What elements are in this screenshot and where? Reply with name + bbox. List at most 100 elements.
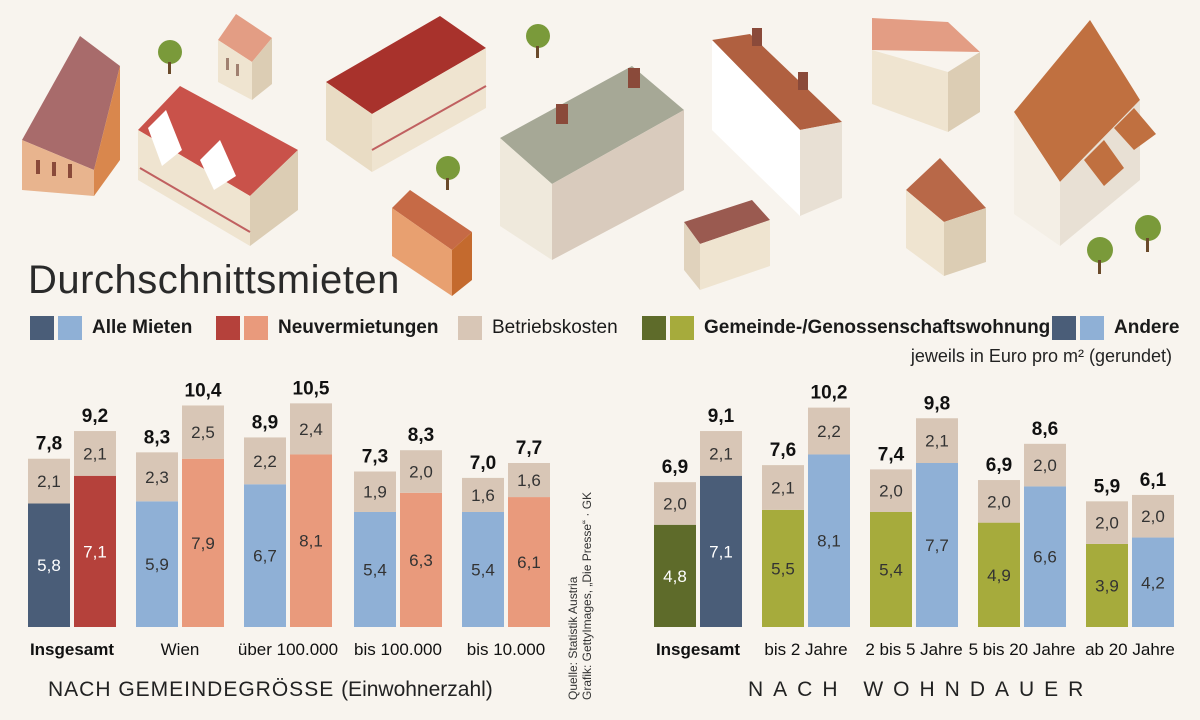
bar-betriebskosten bbox=[28, 458, 70, 504]
category-label: Wien bbox=[161, 640, 200, 659]
data-label-total: 7,6 bbox=[770, 440, 796, 461]
data-label-miete: 4,8 bbox=[663, 567, 687, 586]
bar-miete bbox=[978, 522, 1020, 627]
data-label-betriebskosten: 2,2 bbox=[817, 422, 841, 441]
data-label-betriebskosten: 1,6 bbox=[471, 486, 495, 505]
data-label-miete: 6,3 bbox=[409, 551, 433, 570]
bar-betriebskosten bbox=[654, 482, 696, 525]
data-label-betriebskosten: 2,1 bbox=[771, 478, 795, 497]
data-label-total: 7,0 bbox=[470, 453, 496, 474]
data-label-miete: 5,9 bbox=[145, 555, 169, 574]
bar-miete bbox=[28, 503, 70, 627]
tree-illustration bbox=[436, 156, 460, 190]
data-label-betriebskosten: 1,6 bbox=[517, 471, 541, 490]
charts: 5,8 2,1 7,8 7,1 2,1 9,2 Insgesamt 5,9 2,3 8,3 7,9 2… bbox=[28, 378, 1175, 659]
house-illustration bbox=[326, 16, 487, 172]
legend-entry: Andere bbox=[1052, 314, 1179, 342]
data-label-betriebskosten: 2,0 bbox=[879, 482, 903, 501]
bar-miete bbox=[870, 511, 912, 627]
data-label-miete: 5,4 bbox=[879, 560, 903, 579]
legend-label: Alle Mieten bbox=[92, 317, 193, 338]
data-label-betriebskosten: 1,9 bbox=[363, 483, 387, 502]
bar-miete bbox=[762, 509, 804, 627]
bar-betriebskosten bbox=[508, 462, 550, 498]
data-label-betriebskosten: 2,0 bbox=[987, 492, 1011, 511]
tree-illustration bbox=[158, 40, 182, 74]
legend-label: Andere bbox=[1114, 317, 1180, 338]
data-label-total: 6,9 bbox=[986, 455, 1012, 476]
bar-miete bbox=[244, 484, 286, 627]
bar-betriebskosten bbox=[244, 437, 286, 485]
bar-betriebskosten bbox=[808, 407, 850, 455]
data-label-betriebskosten: 2,0 bbox=[409, 463, 433, 482]
bar-betriebskosten bbox=[978, 480, 1020, 523]
legend-swatch bbox=[1080, 316, 1104, 340]
category-label: 2 bis 5 Jahre bbox=[865, 640, 962, 659]
legend-swatch bbox=[30, 316, 54, 340]
data-label-miete: 5,8 bbox=[37, 556, 61, 575]
bar-betriebskosten bbox=[354, 471, 396, 512]
bar-miete bbox=[700, 475, 742, 627]
data-label-betriebskosten: 2,4 bbox=[299, 420, 323, 439]
data-label-miete: 7,1 bbox=[709, 542, 733, 561]
bar-betriebskosten bbox=[870, 469, 912, 512]
bar-miete bbox=[462, 511, 504, 627]
data-label-miete: 8,1 bbox=[817, 532, 841, 551]
data-label-betriebskosten: 2,2 bbox=[253, 452, 277, 471]
legend: Alle Mieten Neuvermietungen Betriebskosten… bbox=[30, 314, 1180, 342]
data-label-total: 9,1 bbox=[708, 406, 735, 427]
bar-betriebskosten bbox=[1132, 494, 1174, 538]
data-label-total: 7,7 bbox=[516, 438, 542, 459]
bar-miete bbox=[354, 511, 396, 627]
bar-miete bbox=[290, 454, 332, 627]
data-label-miete: 5,5 bbox=[771, 559, 795, 578]
data-label-betriebskosten: 2,1 bbox=[37, 472, 61, 491]
bar-betriebskosten bbox=[400, 450, 442, 493]
category-label: Insgesamt bbox=[656, 640, 740, 659]
section-title-sub: (Einwohnerzahl) bbox=[341, 678, 493, 701]
data-label-miete: 4,9 bbox=[987, 566, 1011, 585]
category-label: bis 2 Jahre bbox=[764, 640, 847, 659]
credit-line: Grafik: GettyImages, „Die Presse“ · GK bbox=[580, 491, 594, 700]
legend-entry: Gemeinde-/Genossenschaftswohnung bbox=[642, 314, 1050, 342]
data-label-total: 7,4 bbox=[878, 444, 905, 465]
data-label-betriebskosten: 2,5 bbox=[191, 423, 215, 442]
data-label-total: 9,2 bbox=[82, 406, 108, 427]
bar-miete bbox=[136, 501, 178, 627]
bar-miete bbox=[808, 454, 850, 627]
data-label-betriebskosten: 2,0 bbox=[1095, 514, 1119, 533]
house-illustration bbox=[906, 158, 986, 276]
source-line: Quelle: Statistik Austria bbox=[566, 576, 580, 700]
data-label-miete: 4,2 bbox=[1141, 573, 1165, 592]
chart-title: Durchschnittsmieten bbox=[28, 258, 400, 302]
data-label-betriebskosten: 2,1 bbox=[925, 432, 949, 451]
legend-swatch bbox=[670, 316, 694, 340]
category-label: ab 20 Jahre bbox=[1085, 640, 1175, 659]
data-label-total: 10,4 bbox=[185, 380, 222, 401]
data-label-miete: 6,1 bbox=[517, 553, 541, 572]
bar-miete bbox=[916, 462, 958, 627]
house-illustration bbox=[500, 66, 684, 260]
bar-betriebskosten bbox=[462, 477, 504, 512]
data-label-total: 10,2 bbox=[811, 383, 848, 404]
data-label-betriebskosten: 2,0 bbox=[1141, 507, 1165, 526]
tree-illustration bbox=[1087, 237, 1113, 274]
data-label-total: 7,3 bbox=[362, 447, 388, 468]
data-label-miete: 6,7 bbox=[253, 547, 277, 566]
data-label-total: 10,5 bbox=[293, 378, 330, 399]
data-label-total: 7,8 bbox=[36, 434, 62, 455]
data-label-miete: 8,1 bbox=[299, 532, 323, 551]
data-label-miete: 3,9 bbox=[1095, 576, 1119, 595]
source-note: Quelle: Statistik Austria Grafik: GettyI… bbox=[566, 492, 594, 700]
house-illustration bbox=[1014, 20, 1156, 246]
bar-betriebskosten bbox=[1086, 501, 1128, 544]
legend-entry: Neuvermietungen bbox=[216, 314, 438, 342]
data-label-miete: 6,6 bbox=[1033, 548, 1057, 567]
legend-label: Betriebskosten bbox=[492, 317, 618, 338]
data-label-total: 6,9 bbox=[662, 457, 688, 478]
bar-miete bbox=[1086, 543, 1128, 627]
legend-label: Neuvermietungen bbox=[278, 317, 439, 338]
house-illustration bbox=[22, 36, 120, 196]
house-illustration bbox=[392, 190, 472, 296]
data-label-miete: 7,9 bbox=[191, 534, 215, 553]
